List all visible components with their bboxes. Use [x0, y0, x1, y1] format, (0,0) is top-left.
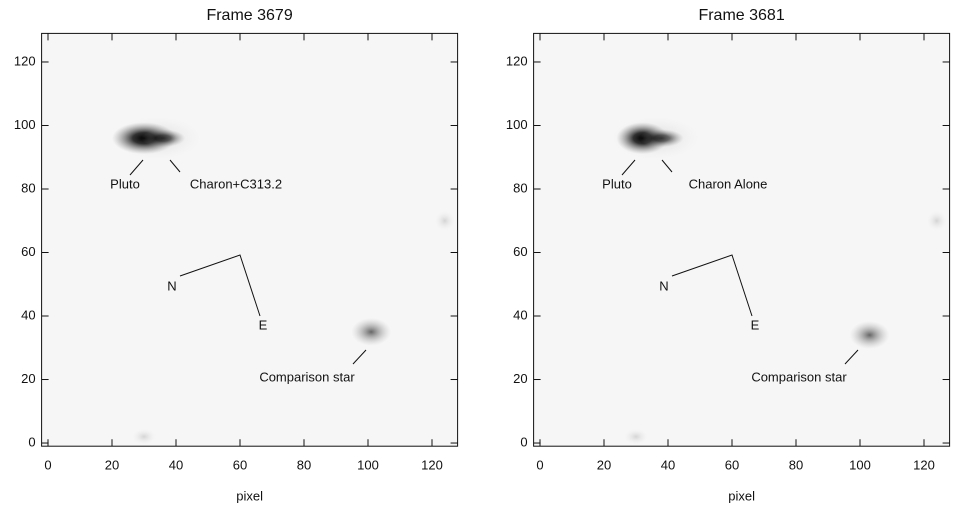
y-tick-label: 0 — [28, 434, 35, 449]
faint-source — [926, 210, 947, 231]
charon-blob — [639, 129, 684, 148]
annotation: Pluto — [110, 176, 140, 191]
charon-blob — [141, 129, 186, 148]
faint-source — [434, 210, 455, 231]
x-axis-label: pixel — [236, 488, 263, 503]
annotation: E — [259, 317, 268, 332]
x-tick-label: 60 — [233, 457, 247, 472]
annotation: Charon+C313.2 — [190, 176, 282, 191]
x-tick-label: 40 — [661, 457, 675, 472]
faint-source — [132, 428, 156, 445]
x-axis-label: pixel — [728, 488, 755, 503]
image-area — [533, 32, 951, 447]
x-tick-label: 0 — [44, 457, 51, 472]
x-tick-label: 100 — [849, 457, 871, 472]
comparison-star — [351, 317, 392, 346]
x-tick-label: 80 — [789, 457, 803, 472]
faint-source — [624, 428, 648, 445]
compass — [671, 254, 753, 317]
x-tick-label: 20 — [597, 457, 611, 472]
annotation: Charon Alone — [689, 176, 768, 191]
y-tick-label: 100 — [506, 117, 528, 132]
y-tick-label: 20 — [21, 371, 35, 386]
leader-line — [844, 349, 859, 365]
panel-title: Frame 3679 — [206, 7, 292, 24]
y-tick-label: 40 — [21, 307, 35, 322]
leader-line — [129, 159, 144, 176]
leader-line — [621, 159, 636, 176]
x-tick-label: 80 — [297, 457, 311, 472]
x-tick-label: 20 — [105, 457, 119, 472]
comparison-star — [849, 321, 890, 350]
x-tick-label: 100 — [357, 457, 379, 472]
x-tick-label: 40 — [169, 457, 183, 472]
y-tick-label: 40 — [513, 307, 527, 322]
x-tick-label: 120 — [421, 457, 443, 472]
y-tick-label: 60 — [513, 244, 527, 259]
y-tick-label: 80 — [513, 180, 527, 195]
y-tick-label: 100 — [14, 117, 36, 132]
leader-line — [169, 159, 181, 173]
y-tick-label: 0 — [520, 434, 527, 449]
y-tick-label: 120 — [506, 53, 528, 68]
x-tick-label: 0 — [536, 457, 543, 472]
y-tick-label: 20 — [513, 371, 527, 386]
leader-line — [661, 159, 673, 173]
y-tick-label: 120 — [14, 53, 36, 68]
annotation: N — [167, 278, 176, 293]
annotation: Pluto — [602, 176, 632, 191]
image-area — [41, 32, 459, 447]
x-tick-label: 60 — [725, 457, 739, 472]
compass — [179, 254, 261, 317]
annotation: Comparison star — [259, 369, 355, 384]
y-tick-label: 80 — [21, 180, 35, 195]
x-tick-label: 120 — [913, 457, 935, 472]
leader-line — [352, 349, 367, 365]
y-tick-label: 60 — [21, 244, 35, 259]
panel-title: Frame 3681 — [698, 7, 784, 24]
annotation: N — [659, 278, 668, 293]
annotation: E — [751, 317, 760, 332]
annotation: Comparison star — [751, 369, 847, 384]
